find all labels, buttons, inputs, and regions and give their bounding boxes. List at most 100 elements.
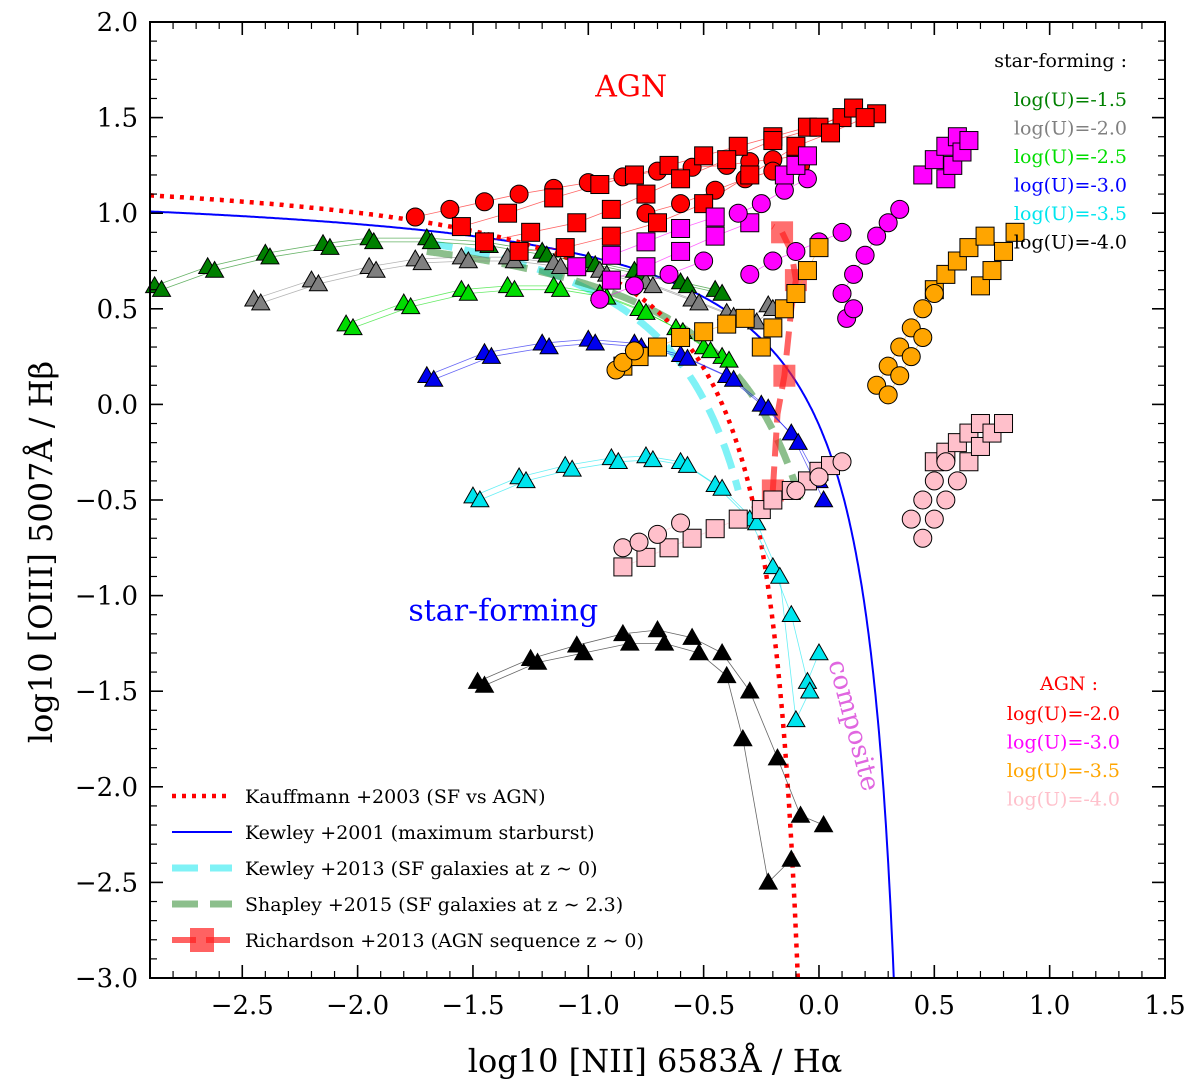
data-point bbox=[624, 276, 644, 296]
data-point bbox=[975, 226, 995, 246]
track-line bbox=[484, 643, 792, 884]
data-point bbox=[423, 369, 444, 387]
curve-legend: Kauffmann +2003 (SF vs AGN) Kewley +2001 … bbox=[172, 786, 644, 952]
data-point bbox=[260, 247, 280, 265]
data-point bbox=[504, 279, 525, 297]
data-point bbox=[643, 275, 663, 294]
data-point bbox=[320, 237, 340, 255]
sf-legend-item: log(U)=-2.0 bbox=[1014, 118, 1127, 140]
x-tick-label: −1.0 bbox=[557, 991, 620, 1021]
data-point bbox=[677, 348, 698, 366]
y-tick-label: −2.0 bbox=[75, 773, 138, 803]
agn-legend: AGN : log(U)=-2.0 log(U)=-3.0 log(U)=-3.5 lo… bbox=[1007, 673, 1120, 811]
richardson-marker bbox=[771, 221, 794, 244]
data-point bbox=[712, 478, 732, 496]
data-point bbox=[767, 748, 788, 766]
data-point bbox=[878, 213, 898, 233]
data-point bbox=[994, 241, 1014, 261]
data-point bbox=[539, 337, 559, 355]
data-point bbox=[689, 293, 709, 311]
data-point bbox=[719, 350, 739, 368]
data-point bbox=[717, 314, 737, 334]
data-point bbox=[573, 642, 594, 661]
data-point bbox=[913, 165, 933, 185]
data-point bbox=[509, 184, 529, 204]
y-tick-label: 1.5 bbox=[97, 104, 138, 134]
agn-legend-item: log(U)=-4.0 bbox=[1007, 789, 1120, 811]
data-point bbox=[458, 250, 479, 269]
legend-label-kauffmann: Kauffmann +2003 (SF vs AGN) bbox=[245, 786, 546, 808]
data-point bbox=[723, 369, 744, 387]
data-point bbox=[832, 222, 852, 242]
data-point bbox=[405, 207, 425, 227]
track-line bbox=[479, 459, 811, 722]
data-point bbox=[400, 296, 421, 315]
data-point bbox=[470, 489, 490, 508]
agn-legend-heading: AGN : bbox=[1039, 673, 1098, 695]
data-point bbox=[250, 293, 271, 311]
data-point bbox=[590, 175, 610, 195]
data-point bbox=[799, 681, 820, 699]
track-line bbox=[910, 461, 947, 520]
data-point bbox=[648, 337, 667, 357]
data-point bbox=[809, 238, 829, 258]
data-point bbox=[366, 260, 386, 278]
y-tick-label: −1.0 bbox=[75, 582, 138, 612]
data-point bbox=[440, 199, 460, 219]
data-point bbox=[601, 199, 621, 219]
data-point bbox=[774, 299, 794, 319]
data-point bbox=[716, 665, 737, 684]
data-point bbox=[671, 241, 691, 261]
data-point bbox=[936, 490, 956, 510]
y-tick-label: 2.0 bbox=[97, 8, 138, 38]
sf-legend-item: log(U)=-2.5 bbox=[1014, 146, 1127, 168]
data-point bbox=[705, 226, 725, 246]
data-point bbox=[601, 270, 621, 290]
x-tick-label: 0.5 bbox=[914, 991, 955, 1021]
data-point bbox=[308, 273, 329, 292]
data-point bbox=[959, 452, 979, 472]
data-point bbox=[550, 279, 571, 297]
data-point bbox=[732, 728, 753, 747]
data-point bbox=[498, 203, 518, 223]
richardson-marker bbox=[773, 364, 796, 387]
data-point bbox=[763, 251, 783, 271]
data-point bbox=[654, 633, 675, 651]
data-point bbox=[740, 264, 760, 284]
sf-legend-item: log(U)=-1.5 bbox=[1014, 89, 1127, 111]
axis-ticks bbox=[149, 21, 1166, 979]
data-point bbox=[913, 327, 933, 347]
data-point bbox=[797, 261, 817, 281]
data-point bbox=[671, 513, 691, 533]
data-point bbox=[363, 231, 384, 250]
data-point bbox=[797, 146, 817, 166]
x-axis-label: log10 [NII] 6583Å / Hα bbox=[468, 1042, 842, 1080]
data-point bbox=[643, 449, 663, 468]
data-point bbox=[585, 333, 606, 351]
data-point bbox=[555, 238, 575, 258]
data-point bbox=[677, 275, 698, 294]
data-point bbox=[786, 709, 806, 728]
data-point bbox=[458, 283, 479, 301]
track-line bbox=[887, 337, 924, 396]
x-tick-label: −0.5 bbox=[672, 991, 735, 1021]
track-line bbox=[484, 107, 854, 243]
data-point bbox=[677, 455, 698, 473]
sf-legend-item: log(U)=-3.0 bbox=[1014, 175, 1127, 197]
data-point bbox=[412, 252, 433, 271]
data-point bbox=[832, 452, 852, 472]
data-point bbox=[624, 341, 644, 361]
data-point bbox=[740, 165, 760, 185]
data-point bbox=[421, 231, 442, 250]
data-point bbox=[613, 538, 633, 558]
data-point bbox=[739, 681, 760, 699]
data-point bbox=[705, 519, 725, 539]
data-point bbox=[636, 232, 656, 252]
agn-legend-item: log(U)=-2.0 bbox=[1007, 703, 1120, 725]
data-point bbox=[855, 245, 875, 265]
data-point bbox=[913, 299, 933, 319]
data-point bbox=[601, 245, 621, 265]
data-point bbox=[763, 131, 783, 151]
data-point bbox=[762, 556, 783, 575]
